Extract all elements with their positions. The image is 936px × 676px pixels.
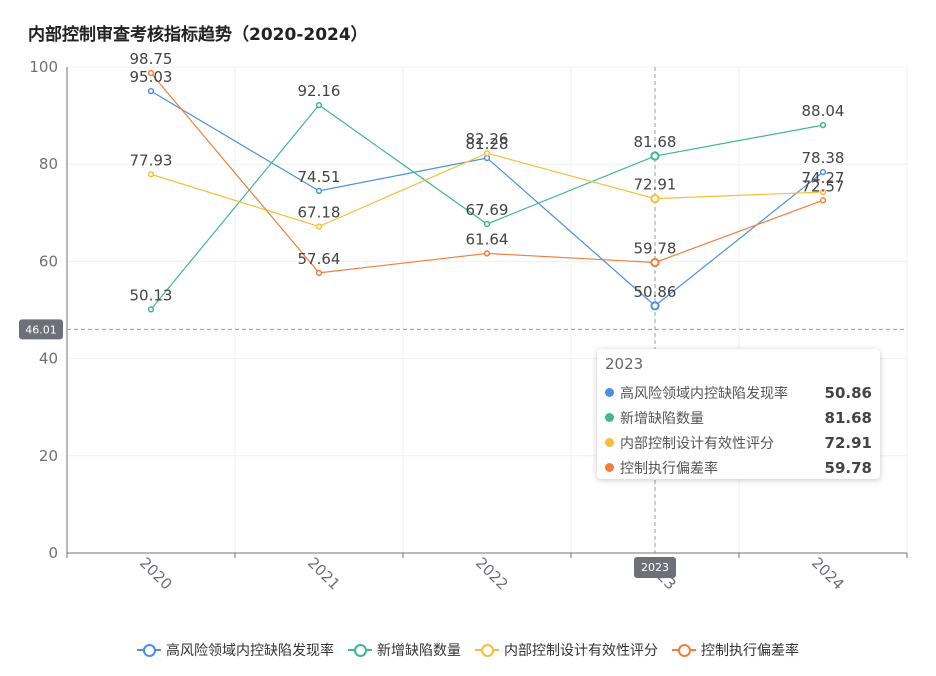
crosshair-y-label: 46.01 — [25, 323, 57, 336]
tooltip-title: 2023 — [605, 355, 644, 373]
tooltip-series-name: 内部控制设计有效性评分 — [620, 435, 774, 452]
data-label: 50.86 — [634, 283, 677, 301]
y-tick-label: 40 — [39, 350, 58, 368]
legend-item-new-defects[interactable]: 新增缺陷数量 — [348, 640, 461, 660]
x-tick-label: 2024 — [808, 554, 848, 594]
legend-label: 内部控制设计有效性评分 — [504, 643, 658, 659]
y-tick-label: 0 — [48, 544, 58, 562]
data-label: 77.93 — [130, 151, 173, 169]
crosshair-x-label: 2023 — [641, 561, 669, 574]
crosshair-y-badge — [19, 319, 63, 340]
legend-label: 高风险领域内控缺陷发现率 — [166, 643, 334, 659]
tooltip-dot — [605, 463, 614, 472]
tooltip-value: 72.91 — [824, 433, 872, 452]
y-tick-label: 60 — [39, 252, 58, 270]
data-label: 78.38 — [802, 149, 845, 167]
x-tick-label: 2020 — [136, 554, 176, 594]
legend-marker-icon — [672, 643, 696, 657]
y-tick-label: 20 — [39, 447, 58, 465]
data-point — [147, 69, 155, 77]
tooltip-row: 控制执行偏差率 59.78 — [605, 455, 872, 480]
data-point — [147, 88, 155, 95]
data-label: 72.57 — [802, 177, 845, 195]
tooltip-row: 高风险领域内控缺陷发现率 50.86 — [605, 380, 872, 405]
data-label: 57.64 — [298, 250, 341, 268]
data-label: 95.03 — [130, 68, 173, 86]
series-line — [150, 90, 824, 307]
legend-marker-icon — [475, 643, 499, 657]
tooltip-dot — [605, 413, 614, 422]
data-label: 92.16 — [298, 82, 341, 100]
data-label: 74.27 — [802, 169, 845, 187]
legend-item-execution-deviation[interactable]: 控制执行偏差率 — [672, 640, 799, 660]
legend-marker-icon — [348, 643, 372, 657]
data-point — [650, 151, 660, 161]
data-label: 98.75 — [130, 50, 173, 68]
data-point — [315, 187, 323, 195]
legend-label: 新增缺陷数量 — [377, 643, 461, 659]
tooltip-value: 59.78 — [824, 458, 872, 477]
data-label: 59.78 — [634, 239, 677, 257]
legend-marker-icon — [137, 643, 161, 657]
tooltip-value: 81.68 — [824, 408, 872, 427]
data-point — [147, 306, 155, 313]
data-label: 61.64 — [466, 230, 509, 248]
tooltip-dot — [605, 388, 614, 397]
x-tick-label: 2021 — [304, 554, 344, 594]
legend-item-defect-discovery-rate[interactable]: 高风险领域内控缺陷发现率 — [137, 640, 334, 660]
y-tick-label: 100 — [29, 58, 58, 76]
tooltip-series-name: 新增缺陷数量 — [620, 410, 704, 427]
data-label: 50.13 — [130, 286, 173, 304]
legend: 高风险领域内控缺陷发现率 新增缺陷数量 内部控制设计有效性评分 控制执行偏差率 — [0, 640, 936, 660]
data-point — [315, 223, 323, 230]
data-point — [483, 220, 491, 228]
crosshair-x-badge — [634, 557, 676, 578]
tooltip-row: 内部控制设计有效性评分 72.91 — [605, 430, 872, 455]
data-point — [147, 171, 155, 178]
data-point — [819, 121, 827, 129]
data-point — [650, 194, 660, 204]
data-point — [819, 197, 827, 204]
legend-label: 控制执行偏差率 — [701, 643, 799, 659]
legend-item-design-score[interactable]: 内部控制设计有效性评分 — [475, 640, 658, 660]
data-point — [315, 269, 323, 277]
tooltip: 2023 高风险领域内控缺陷发现率 50.86 新增缺陷数量 81.68 内部控… — [597, 349, 880, 479]
data-point — [650, 301, 660, 311]
tooltip-dot — [605, 438, 614, 447]
tooltip-row: 新增缺陷数量 81.68 — [605, 405, 872, 430]
data-label: 88.04 — [802, 102, 845, 120]
data-label: 82.26 — [466, 130, 509, 148]
data-point — [819, 188, 827, 196]
data-point — [650, 257, 660, 268]
data-point — [819, 168, 827, 176]
data-point — [483, 150, 491, 157]
tooltip-value: 50.86 — [824, 383, 872, 402]
data-point — [483, 250, 491, 257]
data-label: 67.69 — [466, 201, 509, 219]
data-label: 81.28 — [466, 135, 509, 153]
x-tick-label: 2022 — [472, 554, 512, 594]
tooltip-series-name: 高风险领域内控缺陷发现率 — [620, 385, 788, 402]
data-label: 74.51 — [298, 168, 341, 186]
data-label: 72.91 — [634, 176, 677, 194]
data-label: 67.18 — [298, 204, 341, 222]
tooltip-series-name: 控制执行偏差率 — [620, 460, 718, 477]
chart-title: 内部控制审查考核指标趋势（2020-2024） — [28, 25, 368, 45]
data-label: 81.68 — [634, 133, 677, 151]
data-point — [315, 101, 323, 109]
y-tick-label: 80 — [39, 155, 58, 173]
